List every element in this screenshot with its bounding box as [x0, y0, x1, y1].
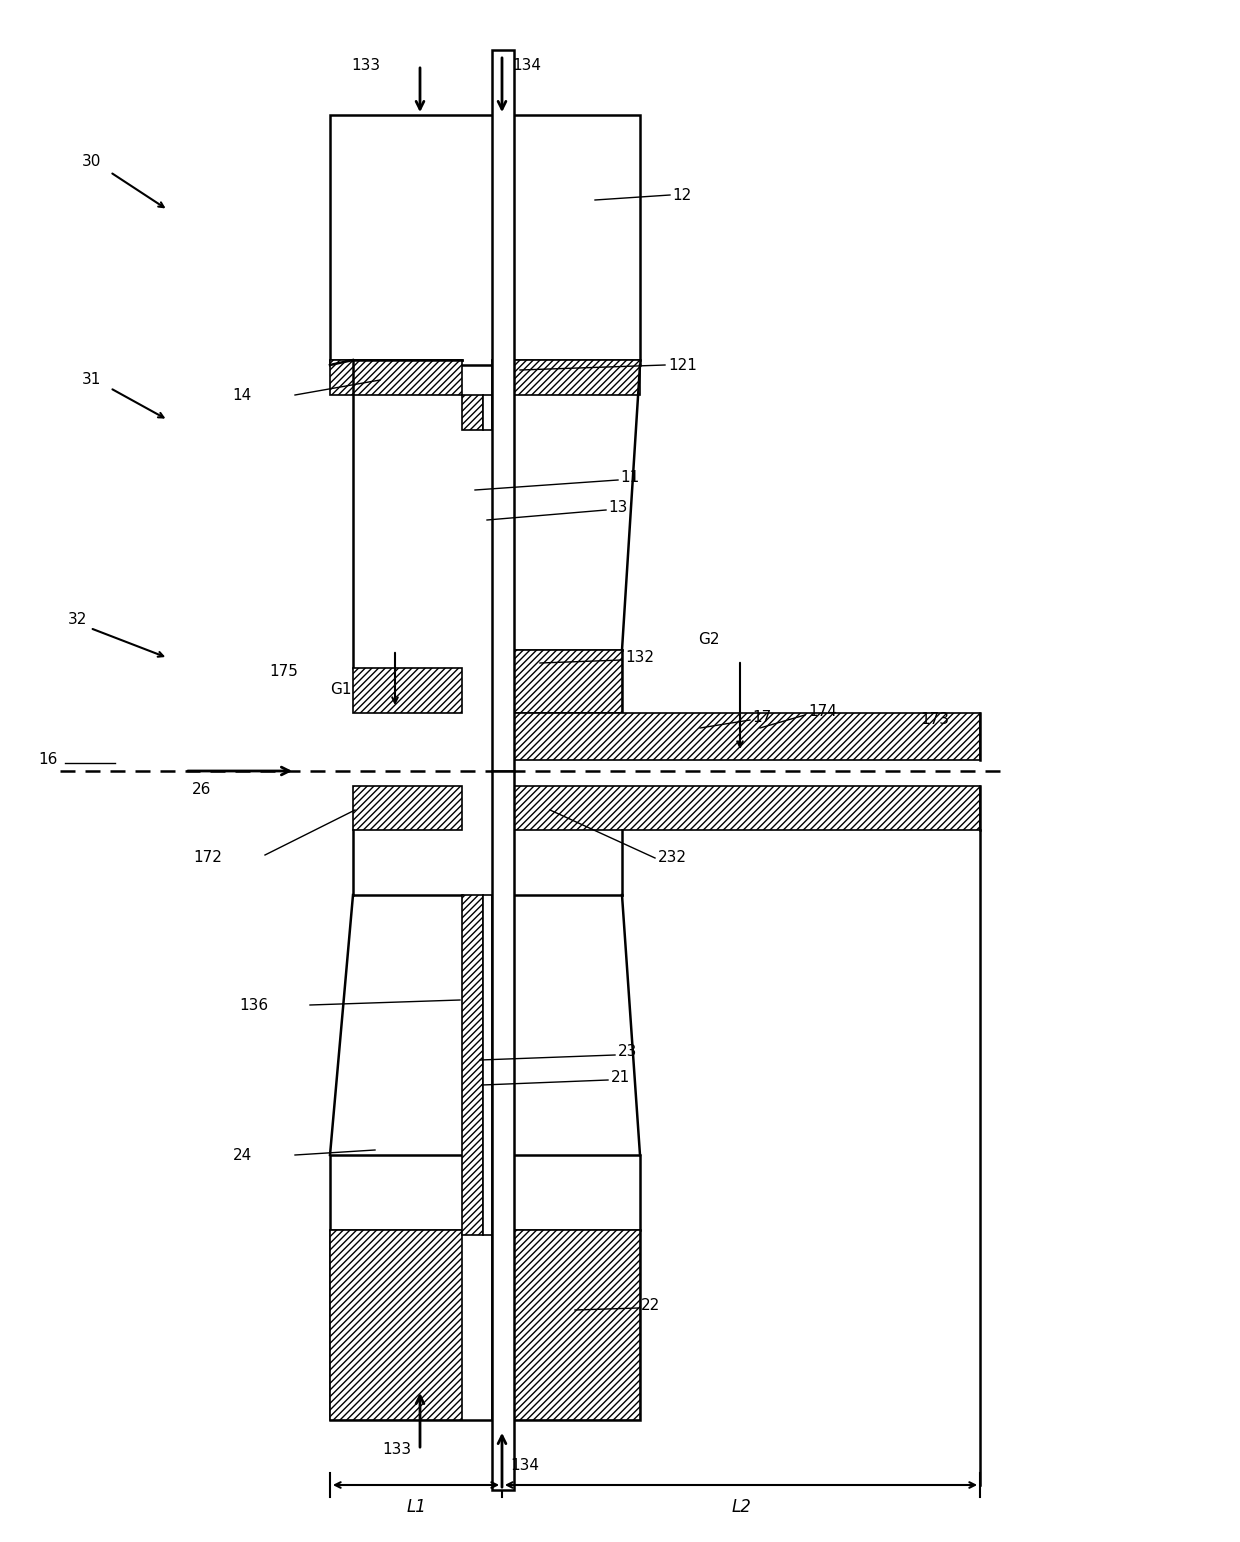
Text: 11: 11 — [620, 470, 640, 486]
Bar — [330, 359, 463, 395]
Text: 16: 16 — [38, 751, 58, 766]
Text: L2: L2 — [732, 1497, 751, 1516]
Bar — [484, 395, 492, 430]
Text: 14: 14 — [233, 387, 252, 402]
Text: 134: 134 — [512, 57, 541, 72]
Text: 174: 174 — [808, 705, 837, 720]
Text: G1: G1 — [330, 683, 351, 697]
Bar — [353, 786, 463, 830]
Bar — [330, 116, 640, 365]
Bar — [492, 1231, 640, 1420]
Text: 30: 30 — [82, 154, 102, 170]
Bar — [492, 359, 640, 395]
Text: 31: 31 — [82, 373, 102, 387]
Bar — [515, 786, 980, 830]
Text: 26: 26 — [192, 782, 211, 797]
Bar — [484, 894, 492, 1235]
Bar — [330, 1231, 463, 1420]
Text: 32: 32 — [68, 612, 87, 628]
Text: 173: 173 — [920, 712, 949, 728]
Bar — [330, 1155, 640, 1420]
Text: L1: L1 — [405, 1497, 425, 1516]
Text: 12: 12 — [672, 188, 691, 202]
Text: 17: 17 — [751, 711, 771, 725]
Text: 24: 24 — [233, 1147, 252, 1163]
Text: 136: 136 — [239, 998, 268, 1013]
Bar — [515, 651, 622, 712]
Text: 232: 232 — [658, 851, 687, 865]
Text: 133: 133 — [382, 1442, 412, 1457]
Text: 23: 23 — [618, 1044, 637, 1059]
Text: 13: 13 — [608, 500, 627, 515]
Bar — [515, 712, 980, 760]
Bar — [492, 49, 515, 771]
Bar — [463, 894, 484, 1235]
Text: 121: 121 — [668, 358, 697, 373]
Text: 133: 133 — [351, 57, 379, 72]
Text: 22: 22 — [641, 1297, 660, 1312]
Bar — [463, 395, 484, 430]
Text: 132: 132 — [625, 651, 653, 666]
Text: 21: 21 — [611, 1070, 630, 1084]
Bar — [492, 771, 515, 1490]
Text: 134: 134 — [510, 1457, 539, 1473]
Text: 172: 172 — [193, 851, 222, 865]
Text: 175: 175 — [269, 665, 298, 680]
Text: G2: G2 — [698, 632, 719, 648]
Bar — [353, 668, 463, 712]
